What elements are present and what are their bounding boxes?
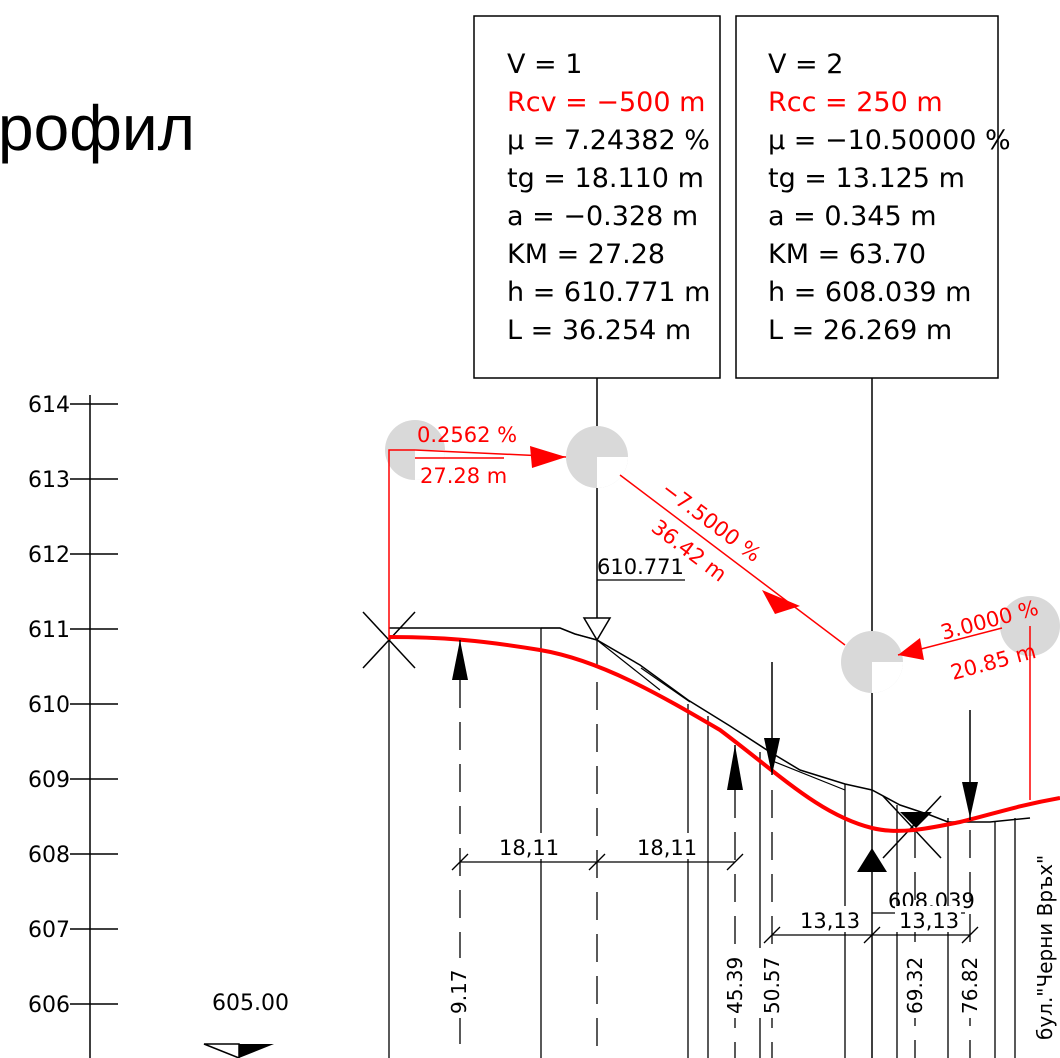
tangent-dimensions [451,853,979,944]
elevation-scale: 614 613 612 611 610 609 608 607 606 [28,393,118,1058]
vertex-2-mu: μ = −10.50000 % [768,125,1011,156]
scale-label: 610 [28,693,70,718]
scale-label: 608 [28,843,70,868]
down-arrow [764,738,780,775]
up-arrow [727,745,743,790]
vertex-2-info-box: V = 2 Rcc = 250 m μ = −10.50000 % tg = 1… [735,15,1011,379]
grade-circle-quadrant [872,662,903,693]
vertex-1-tg: tg = 18.110 m [507,163,704,194]
grade-arrow-1 [530,446,566,468]
vertex-1-marker [582,617,612,642]
vertex-1-info-box: V = 1 Rcv = −500 m μ = 7.24382 % tg = 18… [473,15,721,379]
dimension-label-bg [495,833,561,859]
vertex-1-a: a = −0.328 m [507,201,698,232]
terrain-offset-line [769,759,846,791]
grade-circles [385,420,1060,693]
station-label-bg [720,948,748,1018]
cross-marker-right [882,795,942,859]
street-label: бул."Черни Връх" [1033,855,1057,1040]
vertex-1-mu: μ = 7.24382 % [507,125,710,156]
grade-circle-quadrant [597,457,628,488]
vertex-2-top-marker [900,812,932,828]
grade-arrow-3 [898,638,924,660]
scale-label: 606 [28,993,70,1018]
height-arrows [452,640,978,820]
terrain-offset-line [640,667,691,703]
vertex-2-number: V = 2 [768,49,843,80]
dimension-tick [961,926,979,944]
vertex-2-l: L = 26.269 m [768,315,952,346]
dimension-tick [863,926,881,944]
vertex-1-radius: Rcv = −500 m [507,87,705,118]
dimension-label-bg [796,906,862,932]
tangent-dim-1: 18,11 [499,836,559,860]
grade-leader-left [388,449,415,640]
station-label-bg [444,958,472,1018]
vertex-2-a: a = 0.345 m [768,201,937,232]
left-elevation-marker-half [203,1043,240,1058]
station-label: 9.17 [447,969,471,1014]
vertex-1-h: h = 610.771 m [507,277,710,308]
vertex-1-number: V = 1 [507,49,582,80]
page-title: рофил [0,92,195,164]
vertex-2-radius: Rcc = 250 m [768,87,943,118]
up-arrow [452,640,468,680]
station-label-bg [757,948,785,1018]
vertex-1-elevation-label: 610.771 [597,555,684,579]
dimension-label-bg [633,833,699,859]
vertex-2-marker [857,848,887,872]
dimension-tick [588,853,606,871]
dimension-label-bg [895,906,961,932]
station-label: 69.32 [903,957,927,1014]
station-label: 45.39 [723,957,747,1014]
dimension-tick [763,926,781,944]
scale-label: 611 [28,618,70,643]
design-profile-curve [388,635,1060,833]
grade-3-length: 20.85 m [948,639,1039,685]
vertex-2-tg: tg = 13.125 m [768,163,965,194]
tangent-dim-3: 13,13 [800,909,860,933]
station-label: 76.82 [958,957,982,1014]
tangent-dim-2: 18,11 [637,836,697,860]
station-label-bg [900,948,928,1018]
grade-1-percent: 0.2562 % [417,423,517,447]
down-arrow [962,782,978,818]
dimension-tick [726,853,744,871]
station-lines [388,628,1016,1058]
vertex-1-l: L = 36.254 m [507,315,691,346]
scale-label: 609 [28,768,70,793]
grade-1-length: 27.28 m [420,464,507,488]
vertex-1-km: KM = 27.28 [507,239,665,270]
scale-label: 614 [28,393,70,418]
grade-line-2 [619,474,846,646]
scale-label: 612 [28,543,70,568]
scale-label: 613 [28,468,70,493]
vertex-2-h: h = 608.039 m [768,277,971,308]
dimension-tick [451,853,469,871]
scale-label: 607 [28,918,70,943]
station-label: 50.57 [760,957,784,1014]
grade-arrow-2 [762,590,800,614]
station-label-bg [955,948,983,1018]
left-elevation-label: 605.00 [212,991,289,1016]
design-grade-lines [388,446,1031,800]
vertex-2-box-frame [735,15,999,379]
terrain-offset-line [541,627,661,691]
vertex-2-km: KM = 63.70 [768,239,926,270]
tangent-dim-4: 13,13 [899,909,959,933]
